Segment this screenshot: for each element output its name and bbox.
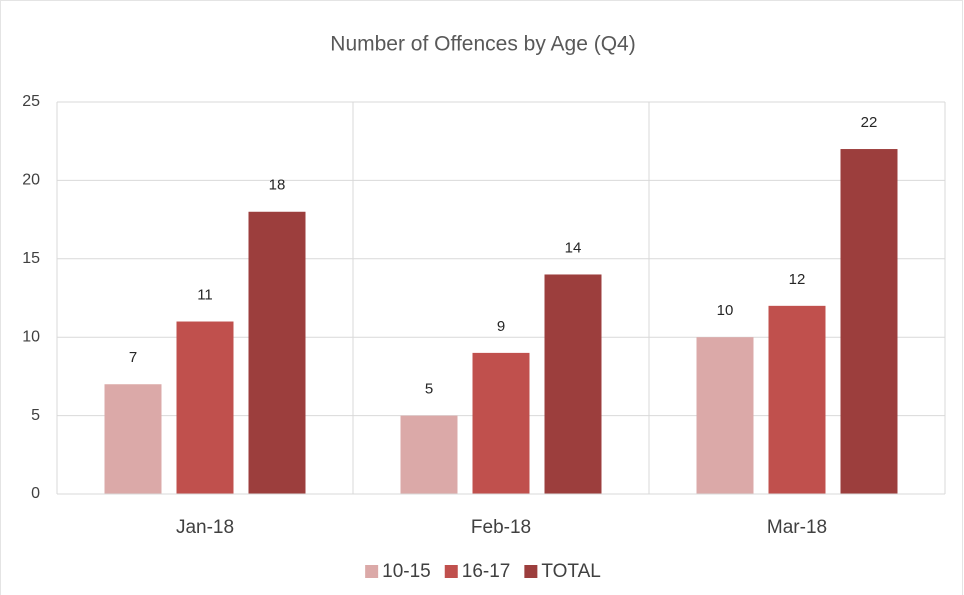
data-label: 7	[129, 349, 137, 366]
data-label: 9	[497, 318, 505, 335]
bar	[104, 384, 162, 494]
bar	[544, 274, 602, 494]
y-tick-label: 10	[22, 328, 40, 345]
bar	[472, 352, 530, 494]
bar	[176, 321, 234, 494]
y-tick-label: 20	[22, 172, 40, 189]
legend-swatch	[444, 565, 458, 578]
y-tick-label: 15	[22, 250, 40, 267]
data-label: 10	[717, 302, 734, 319]
x-tick-label: Feb-18	[471, 517, 531, 538]
legend-swatch	[365, 565, 379, 578]
chart-title: Number of Offences by Age (Q4)	[330, 33, 635, 56]
legend-label: 10-15	[382, 561, 431, 582]
legend-label: TOTAL	[541, 561, 600, 582]
data-label: 11	[197, 286, 213, 303]
bar	[696, 337, 754, 494]
legend-label: 16-17	[462, 561, 511, 582]
y-tick-label: 5	[31, 407, 40, 424]
x-tick-label: Jan-18	[176, 517, 234, 538]
legend-swatch	[524, 565, 538, 578]
bar	[840, 149, 898, 495]
data-label: 14	[565, 239, 582, 256]
data-label: 5	[425, 381, 433, 398]
bar	[768, 305, 826, 494]
y-tick-label: 25	[22, 93, 40, 110]
data-label: 18	[269, 177, 286, 194]
data-label: 12	[789, 271, 806, 288]
y-tick-label: 0	[31, 485, 40, 502]
data-label: 22	[861, 114, 878, 131]
bar	[400, 415, 458, 494]
bar	[248, 211, 306, 494]
x-tick-label: Mar-18	[767, 517, 827, 538]
